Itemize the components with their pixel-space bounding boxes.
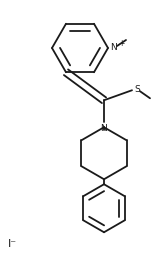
Text: S: S [134, 85, 140, 94]
Text: I⁻: I⁻ [8, 239, 17, 249]
Text: N: N [101, 124, 107, 133]
Text: +: + [118, 38, 124, 47]
Text: N: N [110, 44, 117, 52]
